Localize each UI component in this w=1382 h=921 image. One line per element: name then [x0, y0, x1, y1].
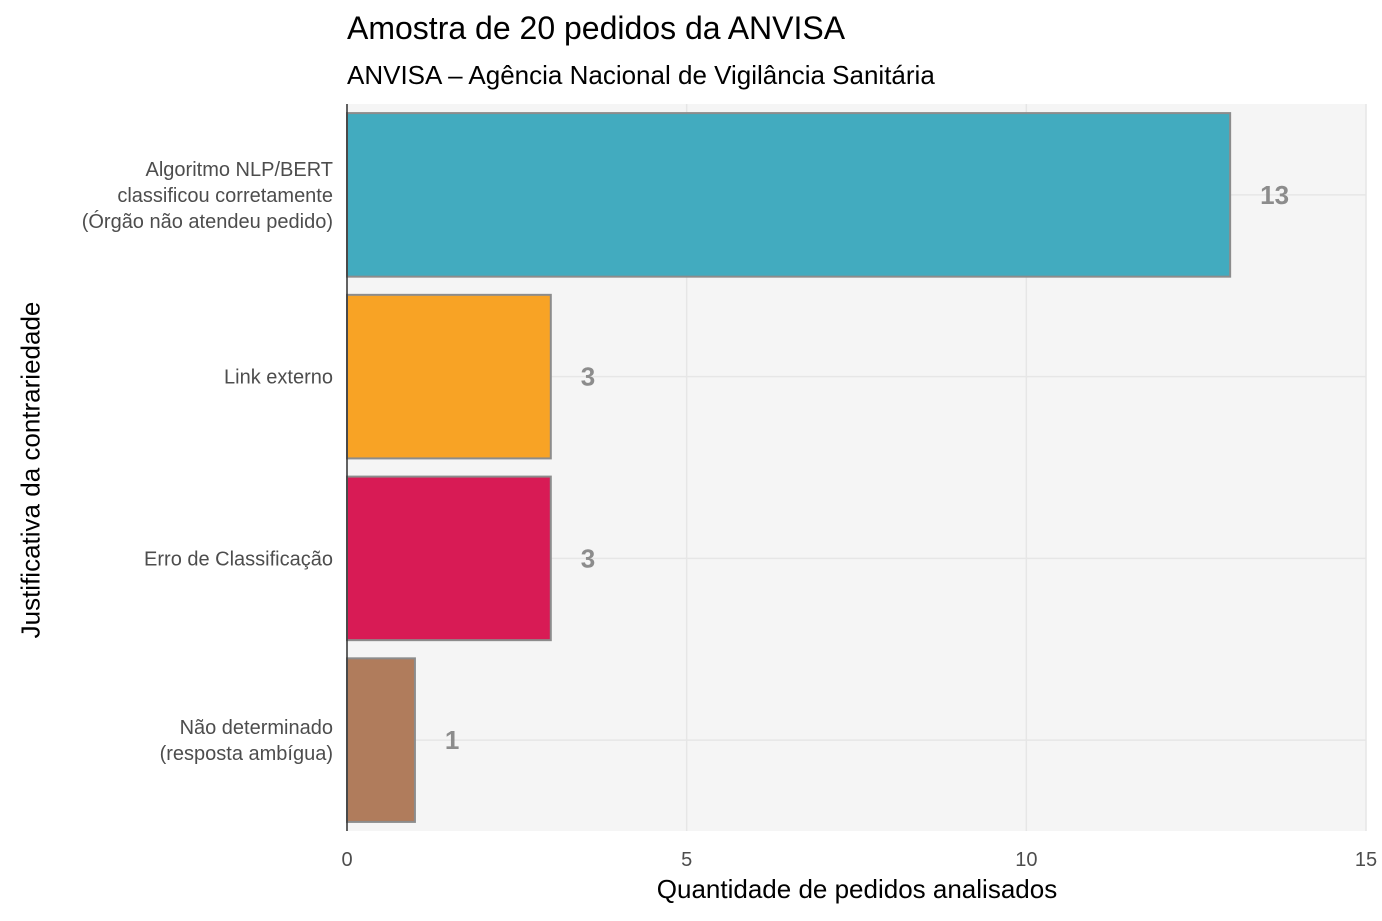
y-tick-label: Link externo: [224, 367, 333, 389]
bar: [346, 657, 416, 823]
chart-title: Amostra de 20 pedidos da ANVISA: [347, 10, 846, 46]
y-tick-label: Algoritmo NLP/BERT: [146, 159, 333, 181]
bar: [346, 475, 552, 642]
x-tick-label: 5: [681, 849, 692, 871]
x-tick-label: 10: [1015, 849, 1037, 871]
data-label: 13: [1260, 180, 1289, 210]
chart-subtitle: ANVISA – Agência Nacional de Vigilância …: [347, 60, 935, 90]
data-label: 3: [581, 362, 595, 392]
y-tick-label: classificou corretamente: [117, 185, 333, 207]
y-tick-label: (Órgão não atendeu pedido): [82, 210, 333, 233]
data-label: 3: [581, 543, 595, 573]
x-tick-label: 0: [341, 849, 352, 871]
x-tick-label: 15: [1355, 849, 1377, 871]
bar: [346, 293, 552, 460]
y-tick-label: Erro de Classificação: [144, 548, 333, 570]
bar: [346, 112, 1232, 278]
y-tick-label: Não determinado: [180, 717, 333, 739]
x-axis-label: Quantidade de pedidos analisados: [656, 874, 1058, 904]
data-label: 1: [445, 725, 459, 755]
y-tick-label: (resposta ambígua): [160, 743, 333, 765]
